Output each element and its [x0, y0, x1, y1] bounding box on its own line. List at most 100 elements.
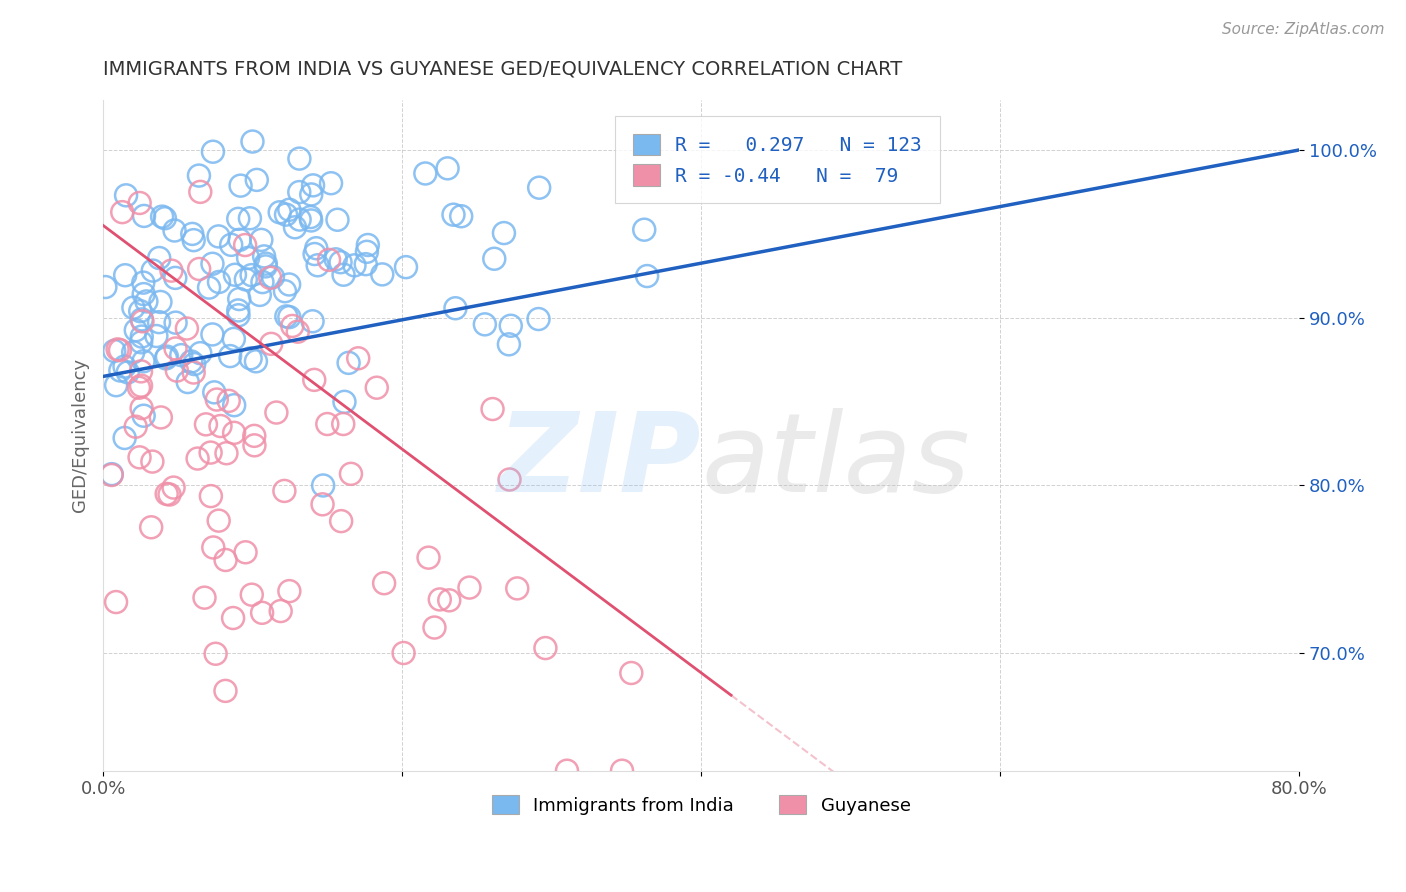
Point — [105, 378, 128, 392]
Point — [226, 211, 249, 226]
Point — [499, 318, 522, 333]
Point — [307, 258, 329, 272]
Point — [429, 592, 451, 607]
Point — [115, 188, 138, 202]
Point — [187, 451, 209, 466]
Point — [198, 280, 221, 294]
Text: IMMIGRANTS FROM INDIA VS GUYANESE GED/EQUIVALENCY CORRELATION CHART: IMMIGRANTS FROM INDIA VS GUYANESE GED/EQ… — [103, 60, 903, 78]
Point — [202, 541, 225, 555]
Point — [131, 314, 153, 328]
Point — [450, 209, 472, 223]
Point — [527, 180, 550, 194]
Point — [201, 257, 224, 271]
Point — [301, 314, 323, 328]
Point — [107, 343, 129, 357]
Point — [181, 227, 204, 241]
Point — [125, 419, 148, 434]
Point — [423, 621, 446, 635]
Point — [288, 185, 311, 199]
Point — [250, 606, 273, 620]
Point — [371, 268, 394, 282]
Point — [249, 288, 271, 302]
Point — [240, 588, 263, 602]
Point — [160, 263, 183, 277]
Point — [162, 481, 184, 495]
Point — [114, 359, 136, 374]
Point — [149, 294, 172, 309]
Point — [278, 202, 301, 217]
Point — [284, 220, 307, 235]
Point — [243, 429, 266, 443]
Point — [329, 255, 352, 269]
Point — [439, 593, 461, 607]
Point — [156, 350, 179, 364]
Point — [94, 280, 117, 294]
Point — [270, 604, 292, 618]
Point — [201, 327, 224, 342]
Point — [319, 176, 342, 190]
Point — [304, 373, 326, 387]
Point — [239, 351, 262, 366]
Point — [236, 251, 259, 265]
Point — [252, 275, 274, 289]
Point — [527, 312, 550, 326]
Point — [229, 178, 252, 193]
Point — [444, 301, 467, 316]
Point — [278, 584, 301, 599]
Point — [354, 257, 377, 271]
Point — [215, 446, 238, 460]
Point — [183, 366, 205, 380]
Point — [222, 332, 245, 346]
Point — [222, 611, 245, 625]
Point — [246, 173, 269, 187]
Point — [128, 196, 150, 211]
Y-axis label: GED/Equivalency: GED/Equivalency — [72, 358, 89, 512]
Point — [254, 257, 277, 271]
Point — [302, 178, 325, 193]
Point — [330, 514, 353, 528]
Point — [534, 641, 557, 656]
Point — [149, 410, 172, 425]
Point — [273, 483, 295, 498]
Point — [326, 212, 349, 227]
Point — [299, 187, 322, 202]
Point — [114, 268, 136, 283]
Point — [636, 268, 658, 283]
Point — [274, 208, 297, 222]
Point — [205, 392, 228, 407]
Point — [150, 210, 173, 224]
Point — [176, 321, 198, 335]
Point — [165, 271, 187, 285]
Point — [240, 268, 263, 282]
Point — [128, 381, 150, 395]
Point — [103, 343, 125, 358]
Point — [200, 445, 222, 459]
Point — [214, 684, 236, 698]
Point — [474, 318, 496, 332]
Point — [253, 249, 276, 263]
Point — [492, 226, 515, 240]
Point — [395, 260, 418, 274]
Point — [163, 223, 186, 237]
Point — [239, 211, 262, 226]
Point — [287, 325, 309, 339]
Point — [418, 550, 440, 565]
Point — [278, 310, 301, 325]
Point — [373, 576, 395, 591]
Point — [269, 205, 291, 219]
Point — [132, 409, 155, 423]
Point — [343, 258, 366, 272]
Point — [299, 213, 322, 227]
Point — [122, 345, 145, 359]
Point — [610, 764, 633, 778]
Point — [219, 237, 242, 252]
Point — [131, 312, 153, 326]
Point — [156, 487, 179, 501]
Point — [506, 582, 529, 596]
Point — [259, 270, 281, 285]
Point — [484, 252, 506, 266]
Point — [347, 351, 370, 366]
Point — [129, 304, 152, 318]
Point — [188, 185, 211, 199]
Point — [209, 419, 232, 434]
